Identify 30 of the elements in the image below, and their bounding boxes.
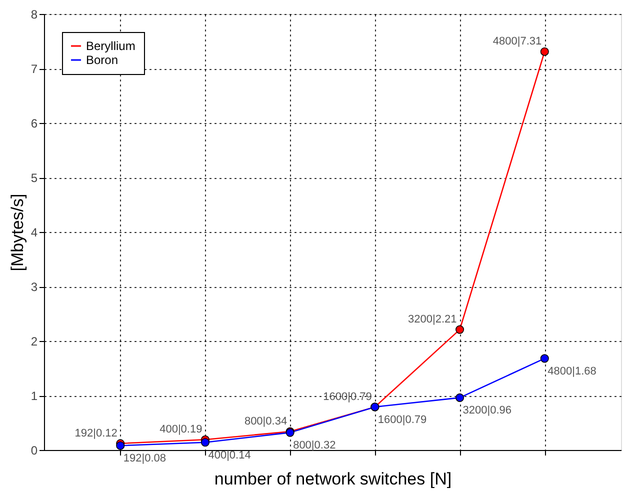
data-label: 400|0.14 [208, 449, 251, 462]
y-axis-title: [Mbytes/s] [8, 194, 27, 272]
y-tick-label: 7 [30, 62, 38, 76]
y-tick-label: 2 [30, 334, 38, 348]
point [540, 354, 549, 363]
data-label: 1600|0.79 [378, 414, 427, 426]
y-tick-label: 5 [30, 171, 38, 185]
point [540, 47, 549, 56]
y-tick-label: 0 [30, 444, 38, 458]
data-label: 400|0.19 [160, 424, 202, 436]
point [200, 438, 210, 447]
data-label: 800|0.34 [244, 415, 288, 428]
data-label: 192|0.08 [123, 452, 166, 465]
x-axis-title: number of network switches [N] [214, 470, 452, 488]
data-label: 3200|2.21 [408, 314, 457, 326]
legend-label: Boron [86, 53, 118, 67]
y-tick-label: 6 [30, 116, 38, 130]
data-label: 1600|0.79 [323, 390, 372, 403]
data-label: 3200|0.96 [462, 404, 512, 417]
data-label: 4800|1.68 [548, 365, 596, 378]
point [456, 325, 464, 334]
y-tick-label: 4 [30, 226, 38, 240]
data-label: 192|0.12 [74, 427, 118, 440]
point [456, 393, 464, 402]
y-tick-label: 1 [30, 389, 38, 403]
data-label: 800|0.32 [293, 440, 336, 452]
legend-label: Beryllium [86, 39, 136, 53]
data-label: 4800|7.31 [492, 36, 542, 48]
y-tick-label: 3 [30, 280, 38, 294]
y-tick-label: 8 [30, 8, 38, 22]
